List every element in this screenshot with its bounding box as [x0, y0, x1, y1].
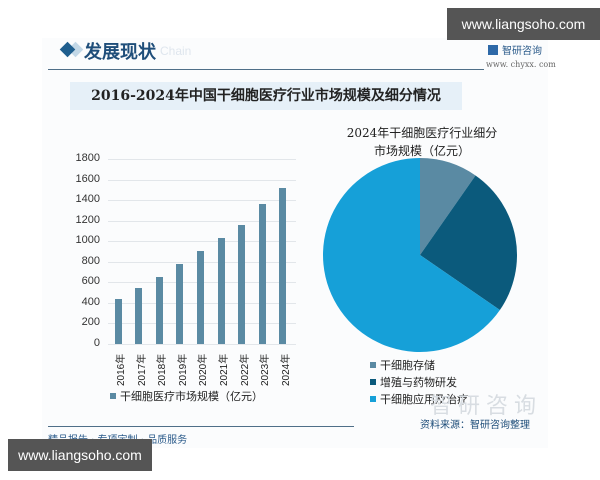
gridline [108, 220, 296, 222]
footer-divider [48, 426, 354, 427]
x-tick-label: 2020年 [198, 353, 210, 386]
legend-swatch-icon [370, 396, 376, 402]
pie-slice [420, 175, 517, 311]
y-tick-label: 0 [93, 337, 100, 349]
chart-title: 2016-2024年中国干细胞医疗行业市场规模及细分情况 [91, 88, 441, 104]
gridline [108, 179, 296, 181]
gridline [108, 159, 296, 161]
gridline [108, 200, 296, 202]
gridline [108, 241, 296, 243]
y-tick-label: 200 [81, 316, 100, 329]
y-tick-label: 1200 [75, 213, 100, 226]
pie-title-line1: 2024年干细胞医疗行业细分 [346, 126, 498, 140]
source-note: 资料来源：智研咨询整理 [420, 420, 530, 431]
x-tick-label: 2016年 [116, 353, 127, 386]
y-tick-label: 800 [81, 254, 100, 267]
pie-legend-label: 增殖与药物研发 [380, 376, 457, 389]
brand-logo-icon [488, 45, 498, 55]
bar [258, 204, 266, 344]
bar-legend-label: 干细胞医疗市场规模（亿元） [120, 390, 263, 403]
x-tick-label: 2021年 [219, 353, 230, 386]
bar [176, 263, 184, 344]
bar [217, 237, 225, 344]
ghost-text: Chain [160, 44, 192, 58]
bar [135, 288, 143, 344]
brand: 智研咨询 [488, 42, 542, 57]
x-tick-label: 2019年 [177, 353, 189, 386]
y-tick-label: 600 [81, 275, 100, 288]
bar [196, 251, 204, 344]
x-tick-label: 2018年 [157, 353, 169, 386]
bar [155, 276, 163, 344]
x-tick-label: 2024年 [280, 353, 292, 386]
watermark-top: www.liangsoho.com [447, 8, 600, 40]
section-title: 发展现状 [84, 42, 156, 63]
pie-slice [323, 158, 500, 352]
pie-legend-rd: 增殖与药物研发 [370, 374, 457, 390]
gridline [108, 344, 296, 345]
pie-legend-label: 干细胞应用及治疗 [380, 393, 468, 406]
y-tick-label: 1600 [75, 172, 100, 185]
pie-title-line2: 市场规模（亿元） [373, 144, 470, 158]
legend-swatch-icon [370, 362, 376, 368]
legend-swatch-icon [370, 379, 376, 385]
bar [114, 299, 122, 344]
watermark-bottom: www.liangsoho.com [8, 439, 152, 471]
pie-legend-storage: 干细胞存储 [370, 357, 435, 373]
title-banner [70, 82, 462, 110]
pie-title: 2024年干细胞医疗行业细分 市场规模（亿元） [322, 124, 522, 160]
bar [238, 225, 246, 344]
legend-swatch-icon [110, 393, 116, 399]
pie-legend-label: 干细胞存储 [380, 359, 435, 372]
x-tick-label: 2017年 [136, 353, 148, 386]
brand-url: www. chyxx. com [486, 60, 556, 69]
x-tick-label: 2022年 [239, 353, 251, 386]
pie-chart [323, 158, 517, 352]
pie-legend-application: 干细胞应用及治疗 [370, 391, 468, 407]
pie-slice [420, 158, 476, 255]
y-tick-label: 1000 [75, 234, 100, 247]
header-divider [48, 69, 484, 70]
bar [279, 187, 287, 344]
y-tick-label: 1400 [75, 193, 100, 206]
y-tick-label: 400 [81, 295, 100, 308]
brand-watermark: 智研咨询 [430, 394, 543, 419]
x-tick-label: 2023年 [260, 353, 272, 386]
y-tick-label: 1800 [75, 152, 100, 165]
bar-legend: 干细胞医疗市场规模（亿元） [110, 388, 263, 404]
brand-name: 智研咨询 [502, 46, 542, 57]
